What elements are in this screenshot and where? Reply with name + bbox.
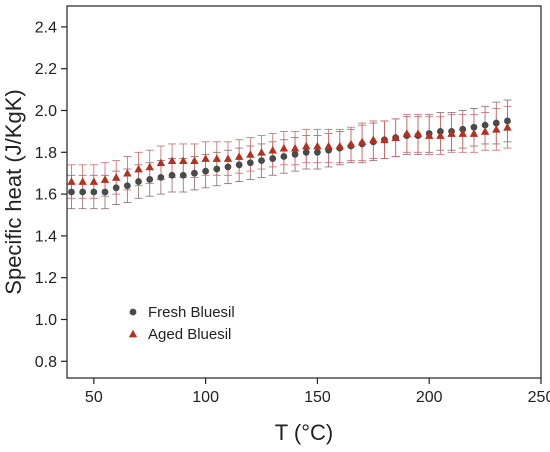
data-point-fresh-bluesil bbox=[68, 188, 75, 196]
y-ticks-layer: 0.8 1.0 1.2 1.4 1.6 1.8 2.0 2.2 2.4 bbox=[35, 19, 67, 371]
data-point-fresh-bluesil bbox=[157, 173, 165, 181]
data-point-fresh-bluesil bbox=[146, 176, 154, 183]
data-point-aged-bluesil bbox=[324, 141, 333, 150]
data-point-aged-bluesil bbox=[190, 156, 199, 165]
y-tick-label: 2.2 bbox=[35, 61, 57, 78]
data-point-aged-bluesil bbox=[268, 146, 277, 154]
y-tick-label: 1.0 bbox=[35, 312, 57, 329]
data-point-aged-bluesil bbox=[402, 129, 412, 137]
x-tick-label: 50 bbox=[85, 389, 103, 406]
data-point-aged-bluesil bbox=[380, 135, 389, 144]
x-tick-label: 100 bbox=[192, 389, 219, 406]
data-point-aged-bluesil bbox=[436, 131, 445, 139]
legend-label-fresh-bluesil: Fresh Bluesil bbox=[148, 304, 235, 321]
data-point-aged-bluesil bbox=[369, 135, 378, 144]
data-point-aged-bluesil bbox=[335, 141, 344, 150]
x-tick-label: 200 bbox=[416, 389, 443, 406]
data-point-fresh-bluesil bbox=[246, 159, 254, 167]
data-point-fresh-bluesil bbox=[101, 188, 109, 196]
data-point-aged-bluesil bbox=[246, 150, 255, 158]
data-point-fresh-bluesil bbox=[168, 171, 176, 179]
data-point-aged-bluesil bbox=[357, 137, 367, 146]
data-point-fresh-bluesil bbox=[291, 150, 299, 158]
data-point-aged-bluesil bbox=[145, 162, 154, 171]
data-point-aged-bluesil bbox=[179, 156, 188, 165]
y-tick-label: 1.2 bbox=[35, 270, 57, 287]
legend-marker-aged-bluesil bbox=[128, 329, 138, 338]
y-tick-label: 0.8 bbox=[35, 354, 57, 371]
data-point-aged-bluesil bbox=[480, 127, 490, 135]
data-point-fresh-bluesil bbox=[90, 188, 98, 196]
data-point-fresh-bluesil bbox=[235, 161, 243, 169]
data-point-fresh-bluesil bbox=[123, 182, 131, 190]
data-point-aged-bluesil bbox=[447, 129, 456, 137]
data-point-aged-bluesil bbox=[313, 141, 322, 150]
data-point-aged-bluesil bbox=[503, 123, 512, 131]
error-bars-layer bbox=[67, 99, 512, 210]
data-point-fresh-bluesil bbox=[79, 188, 87, 196]
data-point-aged-bluesil bbox=[134, 164, 143, 173]
y-tick-label: 2.4 bbox=[35, 19, 57, 36]
x-tick-label: 150 bbox=[304, 389, 331, 406]
data-point-aged-bluesil bbox=[425, 131, 434, 139]
data-point-aged-bluesil bbox=[492, 125, 501, 133]
data-point-aged-bluesil bbox=[167, 156, 177, 165]
data-point-fresh-bluesil bbox=[258, 157, 265, 165]
x-ticks-layer: 50 100 150 200 250 bbox=[85, 378, 550, 406]
data-point-fresh-bluesil bbox=[280, 153, 288, 160]
data-point-aged-bluesil bbox=[111, 173, 121, 181]
legend-marker-fresh-bluesil bbox=[129, 308, 137, 316]
data-point-aged-bluesil bbox=[257, 148, 266, 156]
data-point-fresh-bluesil bbox=[314, 148, 321, 156]
data-point-fresh-bluesil bbox=[202, 167, 210, 175]
data-point-aged-bluesil bbox=[201, 154, 210, 162]
data-point-aged-bluesil bbox=[223, 154, 233, 162]
data-point-aged-bluesil bbox=[391, 133, 400, 142]
data-point-fresh-bluesil bbox=[269, 155, 277, 162]
data-point-aged-bluesil bbox=[346, 139, 356, 148]
legend-label-aged-bluesil: Aged Bluesil bbox=[148, 326, 231, 343]
data-point-fresh-bluesil bbox=[504, 117, 511, 125]
data-point-fresh-bluesil bbox=[191, 169, 198, 177]
data-point-fresh-bluesil bbox=[112, 184, 120, 192]
y-tick-label: 1.8 bbox=[35, 145, 57, 162]
y-axis-title: Specific heat (J/KgK) bbox=[1, 89, 26, 294]
data-point-aged-bluesil bbox=[89, 177, 99, 185]
data-point-fresh-bluesil bbox=[135, 178, 142, 185]
data-point-aged-bluesil bbox=[100, 175, 110, 183]
data-points-layer bbox=[67, 117, 512, 196]
plot-frame bbox=[66, 5, 542, 379]
legend: Fresh Bluesil Aged Bluesil bbox=[128, 304, 235, 343]
data-point-aged-bluesil bbox=[302, 141, 311, 150]
data-point-fresh-bluesil bbox=[481, 121, 489, 129]
legend-symbol-aged-bluesil bbox=[128, 329, 138, 338]
legend-symbol-fresh-bluesil bbox=[129, 308, 137, 316]
data-point-fresh-bluesil bbox=[302, 148, 310, 156]
data-point-fresh-bluesil bbox=[224, 163, 232, 171]
data-point-aged-bluesil bbox=[290, 143, 300, 152]
data-point-aged-bluesil bbox=[234, 152, 244, 160]
y-tick-label: 2.0 bbox=[35, 103, 57, 120]
data-point-aged-bluesil bbox=[279, 143, 289, 152]
data-point-aged-bluesil bbox=[156, 158, 166, 167]
x-axis-title: T (°C) bbox=[275, 420, 334, 445]
data-point-fresh-bluesil bbox=[492, 119, 500, 127]
y-tick-label: 1.6 bbox=[35, 187, 57, 204]
x-tick-label: 250 bbox=[528, 389, 550, 406]
data-point-aged-bluesil bbox=[469, 129, 479, 137]
data-point-fresh-bluesil bbox=[213, 165, 221, 173]
data-point-aged-bluesil bbox=[78, 177, 87, 185]
data-point-aged-bluesil bbox=[67, 177, 76, 185]
y-tick-label: 1.4 bbox=[35, 228, 57, 245]
data-point-aged-bluesil bbox=[413, 129, 423, 137]
data-point-fresh-bluesil bbox=[179, 171, 187, 179]
data-point-aged-bluesil bbox=[458, 129, 467, 137]
data-point-aged-bluesil bbox=[212, 154, 222, 162]
data-point-aged-bluesil bbox=[123, 168, 132, 177]
data-point-fresh-bluesil bbox=[470, 123, 478, 131]
